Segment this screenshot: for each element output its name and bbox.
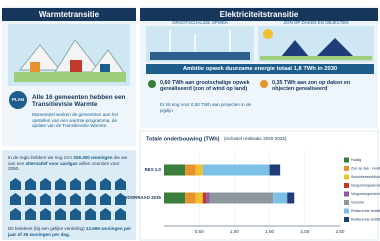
bar-segment [287,193,294,204]
legend-label: Resterende ambitie zon op dak [351,217,380,221]
category-label: RES 1.0 [145,167,162,172]
legend-swatch [344,175,349,180]
legend-swatch [344,158,349,163]
legend-swatch [344,192,349,197]
chart-subtitle: (inclusief realisatie 2020-2035) [224,136,287,141]
legend-swatch [344,183,349,188]
x-tick-label: 0,50 [195,229,204,234]
bar-segment [185,193,196,204]
x-tick-label: 2,50 [336,229,345,234]
x-tick-label: 1,50 [265,229,274,234]
legend-swatch [344,166,349,171]
legend-label: Huidig [351,158,361,162]
bar-segment [185,165,196,176]
bar-segment [164,165,185,176]
x-tick-label: 1,00 [230,229,239,234]
legend-label: Vergunningaanvraag [351,183,380,187]
legend-swatch [344,209,349,214]
bar-segment [210,193,273,204]
bar-segment [273,193,287,204]
legend-label: Zon op dak - Huidig [351,166,380,170]
page: {"left": {"title": "Warmtetransitie", "b… [0,0,380,241]
bar-segment [196,193,203,204]
bar-segment [203,165,270,176]
legend-label: Subsidiebeschikking (SDE) [351,175,380,179]
chart-title: Totale onderbouwing (TWh) [146,136,220,142]
legend-label: Resterende ambitie RES 1.0 [351,209,380,213]
bar-segment [164,193,185,204]
legend-label: Vergunningverlening [351,192,380,196]
legend-label: Voorstel [351,200,364,204]
category-label: VOORRAAD 2035 [124,195,161,200]
legend-swatch [344,217,349,222]
bar-segment [270,165,281,176]
bar-segment [206,193,210,204]
legend-swatch [344,200,349,205]
x-tick-label: 2,00 [300,229,309,234]
bar-segment [203,193,207,204]
bar-segment [196,165,203,176]
chart: Totale onderbouwing (TWh) (inclusief rea… [0,0,380,241]
